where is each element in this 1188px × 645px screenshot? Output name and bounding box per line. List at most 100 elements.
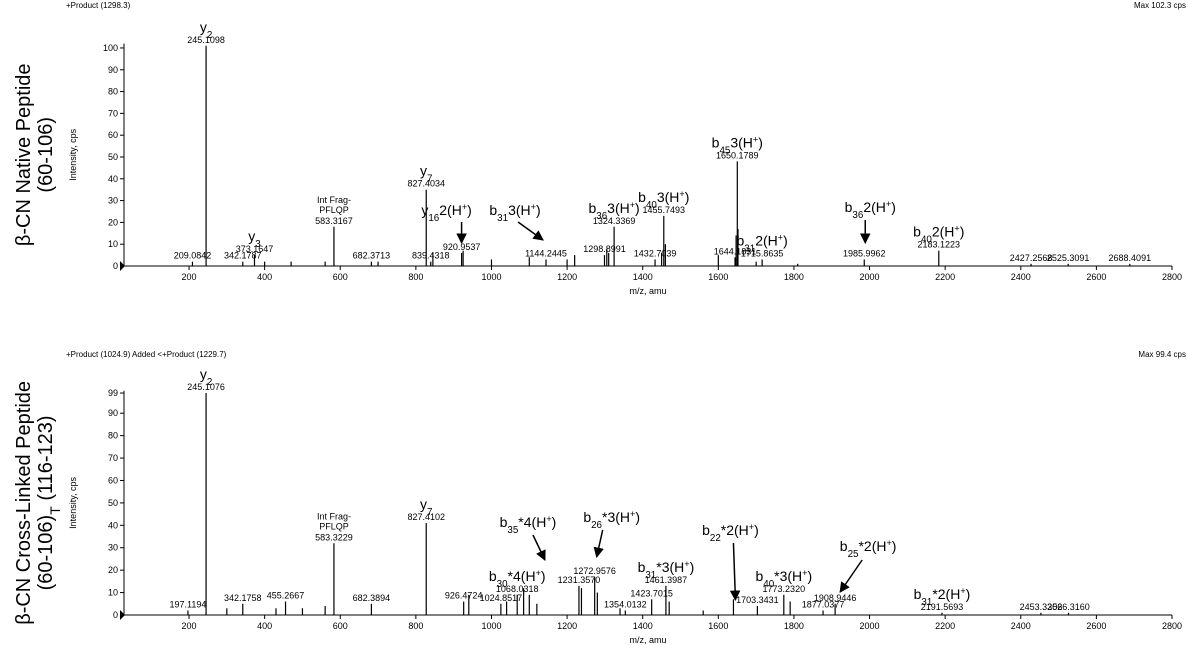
ion-label: y2 [200, 19, 212, 41]
text-part: 2 [207, 29, 212, 40]
y-tick-label: 80 [108, 431, 118, 441]
peak-label: 1272.9576 [573, 566, 616, 576]
text-part: 22 [710, 533, 721, 544]
text-part: y [421, 202, 428, 218]
text-part: 31 [497, 213, 508, 224]
y-tick-label: 70 [108, 453, 118, 463]
text-part: 2(H [932, 224, 955, 240]
header-left: +Product (1298.3) [66, 1, 131, 10]
text-part: 3(H [657, 189, 680, 205]
text-part: *2(H [858, 538, 886, 554]
ion-label: y7 [420, 496, 432, 518]
text-part: + [778, 232, 783, 242]
text-part: *3(H [602, 509, 630, 525]
peak-label: 1024.8517 [480, 593, 523, 603]
text-part: + [960, 586, 965, 596]
text-part: *2(H [721, 522, 749, 538]
x-tick-label: 2200 [935, 272, 955, 282]
x-axis-label: m/z, amu [629, 286, 666, 296]
side-title: β-CN Native Peptide [13, 63, 35, 246]
x-tick-label: 200 [182, 272, 197, 282]
ion-label: b312(H+) [736, 232, 787, 254]
x-tick-label: 2600 [1086, 272, 1106, 282]
text-part: b [638, 189, 646, 205]
x-tick-label: 2800 [1162, 272, 1182, 282]
peak-label: 583.3167 [315, 216, 353, 226]
peak-label: 2453.3306 [1020, 602, 1063, 612]
ion-label: y162(H+) [421, 202, 471, 224]
header-right: Max 102.3 cps [1134, 1, 1186, 10]
text-part: 3 [255, 239, 261, 250]
y-tick-label: 60 [108, 475, 118, 485]
text-part: *4(H [518, 514, 546, 530]
peak-label: 455.2667 [267, 591, 305, 601]
y-tick-label: 30 [108, 196, 118, 206]
text-part: 36 [596, 210, 607, 221]
y-tick-label: 50 [108, 152, 118, 162]
text-part: Int Frag- [317, 511, 351, 521]
x-tick-label: 1800 [784, 272, 804, 282]
peak-label: 1068.0318 [496, 584, 539, 594]
text-part: 25 [848, 549, 859, 560]
text-part: ) [685, 189, 690, 205]
peak-label: 1298.8991 [583, 244, 626, 254]
ion-label: b453(H+) [712, 134, 763, 156]
ion-label: b22*2(H+) [702, 522, 759, 544]
text-part: ) [807, 568, 812, 584]
peak-label: 1423.7015 [630, 588, 673, 598]
peak-label: 342.1787 [224, 251, 262, 261]
text-part: ) [758, 134, 763, 150]
text-part: 3(H [607, 200, 630, 216]
arrow [839, 559, 863, 593]
text-part: + [954, 224, 959, 234]
ion-label: b26*3(H+) [583, 509, 640, 531]
peak-label: 2191.5693 [921, 602, 964, 612]
y-tick-label: 0 [113, 610, 118, 620]
peak-label: 1773.2320 [763, 584, 806, 594]
text-part: b [845, 199, 853, 215]
text-part: ) [960, 224, 965, 240]
text-part: + [536, 568, 541, 578]
text-part: PFLQP [319, 521, 349, 531]
text-part: b [736, 232, 744, 248]
x-tick-label: 1600 [708, 272, 728, 282]
peak-label: 197.1194 [170, 600, 207, 610]
text-part: *4(H [508, 568, 536, 584]
text-part: ) [891, 199, 896, 215]
ion-label: Int Frag- [317, 195, 351, 205]
peak-label: 1354.0132 [604, 600, 647, 610]
y-tick-label: 40 [108, 174, 118, 184]
ion-label: y2 [200, 366, 212, 388]
text-part: b [914, 586, 922, 602]
ion-label: b25*2(H+) [840, 538, 897, 560]
text-part: ) [966, 586, 971, 602]
text-part: ) [892, 538, 897, 554]
x-tick-label: 1800 [784, 621, 804, 631]
y-tick-label: 10 [108, 239, 118, 249]
y-tick-label: 0 [113, 261, 118, 271]
x-tick-label: 400 [257, 621, 272, 631]
text-part: β-CN Cross-Linked Peptide [13, 381, 35, 625]
ion-label: b35*4(H+) [500, 514, 557, 536]
text-part: b [913, 224, 921, 240]
peak-label: 1644.1831 [714, 246, 757, 256]
arrow [532, 534, 546, 561]
peak-label: 1432.7039 [634, 248, 677, 258]
peak-label: 245.1076 [187, 382, 225, 392]
text-part: + [684, 559, 689, 569]
text-part: (60-106) [35, 515, 57, 591]
x-tick-label: 1000 [481, 272, 501, 282]
header-right: Max 99.4 cps [1138, 350, 1186, 359]
y-tick-label: 40 [108, 520, 118, 530]
x-tick-label: 2000 [860, 621, 880, 631]
text-part: ) [552, 514, 557, 530]
text-part: 7 [427, 173, 432, 184]
peak-label: 1985.9962 [843, 248, 886, 258]
text-part: ) [754, 522, 759, 538]
ion-label: b31*2(H+) [914, 586, 971, 608]
peak-label: 1715.8635 [741, 248, 784, 258]
peak-label: 1908.9446 [814, 593, 857, 603]
text-part: ) [536, 202, 541, 218]
text-part: b [840, 538, 848, 554]
